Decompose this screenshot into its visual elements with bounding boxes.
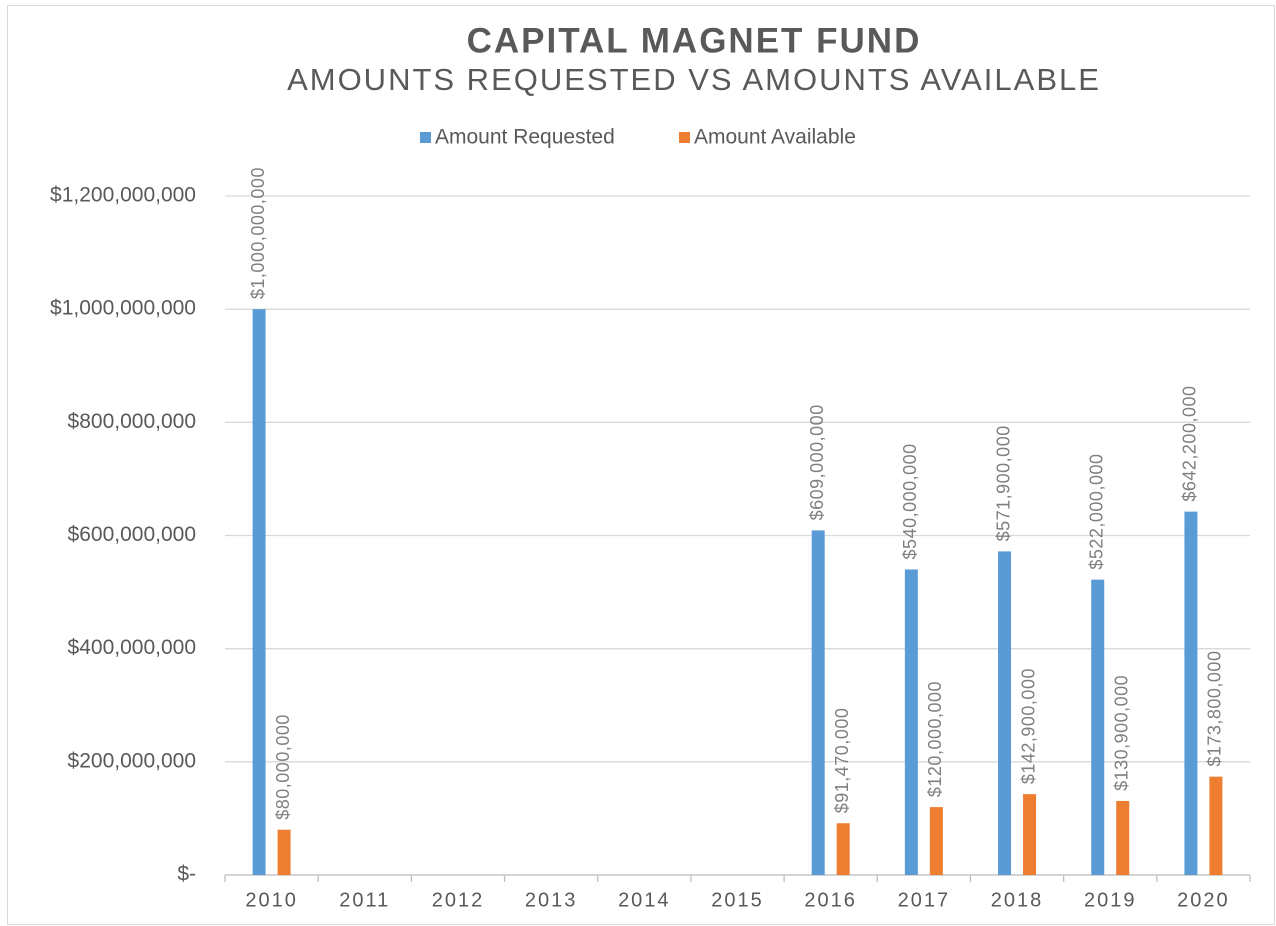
x-tick-label: 2018 bbox=[991, 889, 1044, 911]
bar bbox=[998, 551, 1012, 875]
data-label: $120,000,000 bbox=[925, 681, 945, 797]
y-tick-label: $600,000,000 bbox=[68, 523, 196, 546]
y-tick-label: $800,000,000 bbox=[68, 410, 196, 433]
data-label: $609,000,000 bbox=[807, 404, 827, 520]
legend-label: Amount Available bbox=[694, 126, 856, 149]
bar bbox=[836, 823, 850, 875]
y-tick-label: $- bbox=[177, 863, 196, 886]
x-tick-label: 2015 bbox=[711, 889, 764, 911]
legend-swatch bbox=[679, 132, 690, 143]
x-tick-label: 2020 bbox=[1177, 889, 1230, 911]
x-tick-label: 2011 bbox=[339, 889, 390, 911]
x-tick-label: 2017 bbox=[898, 889, 951, 911]
data-label: $642,200,000 bbox=[1180, 386, 1200, 502]
x-tick-label: 2016 bbox=[804, 889, 857, 911]
x-tick-label: 2012 bbox=[432, 889, 485, 911]
y-tick-label: $1,200,000,000 bbox=[50, 184, 196, 207]
bar bbox=[929, 807, 943, 875]
bar bbox=[811, 530, 825, 875]
legend-swatch bbox=[420, 132, 431, 143]
bar bbox=[1023, 794, 1037, 875]
bar bbox=[1184, 511, 1198, 875]
legend-label: Amount Requested bbox=[435, 126, 615, 149]
data-label: $173,800,000 bbox=[1205, 651, 1225, 767]
x-tick-label: 2013 bbox=[525, 889, 578, 911]
data-label: $571,900,000 bbox=[993, 425, 1013, 541]
bar bbox=[1116, 800, 1130, 875]
data-label: $142,900,000 bbox=[1018, 668, 1038, 784]
bar bbox=[904, 569, 918, 875]
data-label: $540,000,000 bbox=[900, 443, 920, 559]
x-tick-label: 2019 bbox=[1084, 889, 1137, 911]
data-label: $130,900,000 bbox=[1111, 675, 1131, 791]
x-tick-label: 2010 bbox=[245, 889, 298, 911]
bar bbox=[252, 309, 266, 876]
data-label: $1,000,000,000 bbox=[248, 167, 268, 299]
y-tick-label: $200,000,000 bbox=[68, 749, 196, 772]
data-label: $80,000,000 bbox=[273, 714, 293, 820]
x-tick-label: 2014 bbox=[618, 889, 671, 911]
y-tick-label: $1,000,000,000 bbox=[50, 297, 196, 320]
chart-title: CAPITAL MAGNET FUND bbox=[467, 21, 922, 60]
y-tick-label: $400,000,000 bbox=[68, 636, 196, 659]
bar bbox=[277, 829, 291, 875]
bar bbox=[1091, 579, 1105, 875]
chart-subtitle: AMOUNTS REQUESTED VS AMOUNTS AVAILABLE bbox=[287, 62, 1101, 97]
data-label: $522,000,000 bbox=[1086, 454, 1106, 570]
bar bbox=[1209, 776, 1223, 875]
chart-frame bbox=[7, 5, 1275, 925]
data-label: $91,470,000 bbox=[832, 708, 852, 814]
